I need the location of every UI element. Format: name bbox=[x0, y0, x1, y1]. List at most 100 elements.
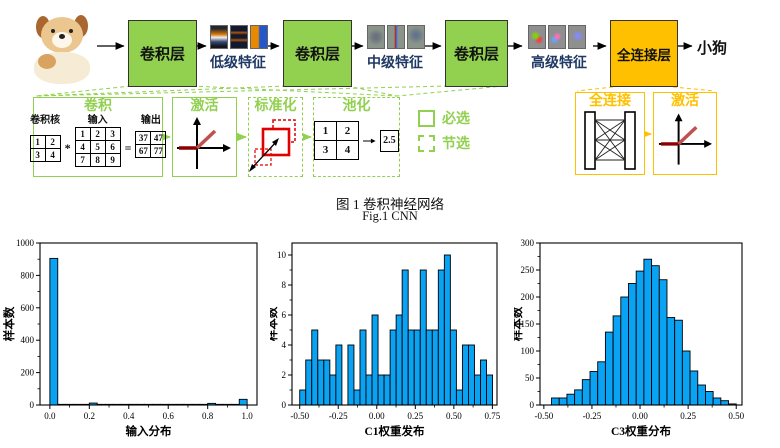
output-matrix: 37 47 67 77 bbox=[135, 131, 167, 158]
normalization-title: 标准化 bbox=[254, 99, 297, 114]
figure-caption-zh: 图 1 卷积神经网络 bbox=[336, 197, 444, 212]
matrix-cell: 1 bbox=[74, 127, 91, 141]
plot-frame bbox=[39, 242, 258, 406]
hist-bar bbox=[628, 283, 637, 406]
hist-bar bbox=[704, 391, 714, 406]
matrix-cell: 4 bbox=[44, 148, 61, 162]
hist-bar bbox=[305, 359, 313, 406]
hist-bar bbox=[401, 269, 409, 406]
fully-connected-icon bbox=[584, 111, 636, 170]
y-tick-label: 150 bbox=[521, 319, 535, 329]
hist-bar bbox=[658, 279, 668, 406]
matrix-cell: 1 bbox=[29, 135, 46, 149]
relu-plot-icon bbox=[177, 117, 231, 169]
activation-block-1: 激活 bbox=[172, 97, 237, 177]
conv-layer-3: 卷积层 bbox=[445, 20, 508, 87]
feature-tile bbox=[407, 25, 425, 49]
hist-bar bbox=[666, 317, 676, 406]
multiply-operator: * bbox=[64, 140, 71, 155]
input-label: 输入 bbox=[87, 115, 108, 126]
activation-1-title: 激活 bbox=[190, 99, 219, 114]
matrix-cell: 67 bbox=[135, 144, 152, 158]
hist-bar bbox=[566, 393, 576, 406]
x-tick-label: -0.25 bbox=[329, 411, 348, 421]
x-tick-label: -0.50 bbox=[534, 411, 553, 421]
matrix-cell: 9 bbox=[104, 153, 121, 167]
fc-layer: 全连接层 bbox=[610, 20, 678, 87]
x-axis-label: 输入分布 bbox=[126, 424, 172, 438]
puppy-eye-left bbox=[51, 29, 55, 33]
hist-bar bbox=[681, 350, 691, 406]
y-tick-label: 0 bbox=[282, 400, 287, 410]
x-tick-label: 0.50 bbox=[728, 411, 744, 421]
x-tick-label: 0.00 bbox=[632, 411, 648, 421]
hist-bar bbox=[347, 344, 355, 406]
hist-bar bbox=[674, 319, 683, 406]
hist-bar bbox=[720, 400, 729, 406]
hist-bar bbox=[238, 398, 248, 406]
y-tick-label: 0 bbox=[530, 400, 535, 410]
matrix-cell: 2 bbox=[336, 121, 359, 141]
legend-required: 必选 bbox=[418, 108, 470, 128]
hist-bar bbox=[574, 389, 583, 406]
puppy-muzzle bbox=[52, 32, 72, 48]
kernel-label: 卷积核 bbox=[30, 115, 61, 126]
matrix-cell: 1 bbox=[314, 121, 337, 141]
matrix-cell: 47 bbox=[150, 131, 167, 145]
hist-bar bbox=[551, 397, 560, 406]
y-tick-label: 600 bbox=[21, 303, 35, 313]
matrix-cell: 2 bbox=[89, 127, 106, 141]
histogram-c1-weights: -0.50 -0.25 0.00 0.25 0.50 0.75 0 2 4 6 8 10 C1权重发布 样… bbox=[270, 242, 501, 438]
y-tick-label: 1000 bbox=[16, 238, 35, 248]
matrix-cell: 3 bbox=[29, 148, 46, 162]
normalization-block: 标准化 bbox=[248, 97, 303, 177]
hist-bar bbox=[371, 314, 379, 406]
feature-strip-high bbox=[528, 25, 586, 49]
output-class-label: 小狗 bbox=[697, 41, 728, 57]
hist-bar bbox=[317, 359, 325, 406]
hist-bar bbox=[431, 329, 439, 406]
y-tick-label: 800 bbox=[21, 270, 35, 280]
plot-frame bbox=[291, 242, 498, 406]
hist-bar bbox=[299, 389, 307, 406]
hist-bar bbox=[443, 254, 451, 406]
hist-bar bbox=[419, 269, 427, 406]
x-tick-label: 1.0 bbox=[242, 411, 254, 421]
matrix-cell: 6 bbox=[104, 140, 121, 154]
x-tick-label: -0.50 bbox=[290, 411, 309, 421]
conv-layer-2-label: 卷积层 bbox=[294, 47, 340, 63]
y-tick-label: 6 bbox=[282, 310, 287, 320]
hist-bar bbox=[377, 374, 385, 406]
feature-tile bbox=[210, 25, 228, 49]
hist-bar bbox=[480, 359, 487, 406]
puppy-patch bbox=[38, 54, 56, 69]
conv-layer-2: 卷积层 bbox=[283, 20, 352, 87]
hist-bar bbox=[407, 329, 415, 406]
y-tick-label: 10 bbox=[277, 250, 287, 260]
orange-dashed-connectors bbox=[576, 86, 716, 92]
y-tick-label: 400 bbox=[21, 335, 35, 345]
x-tick-label: 0.2 bbox=[84, 411, 95, 421]
hist-bar bbox=[461, 344, 469, 406]
x-tick-label: 0.6 bbox=[163, 411, 175, 421]
histogram-input-distribution: 0.0 0.2 0.4 0.6 0.8 1.0 0 200 400 600 800 1000 输入分布 样… bbox=[2, 238, 258, 438]
activation-block-2: 激活 bbox=[653, 92, 717, 175]
equals-operator: = bbox=[124, 140, 132, 155]
y-tick-label: 0 bbox=[30, 400, 35, 410]
histogram-c3-weights: -0.50 -0.25 0.00 0.25 0.50 0 50 100 150 200 250 300… bbox=[514, 238, 745, 438]
hist-bar bbox=[455, 389, 463, 406]
feature-label-mid: 中级特征 bbox=[367, 56, 423, 71]
matrix-cell: 3 bbox=[104, 127, 121, 141]
x-tick-label: 0.25 bbox=[407, 411, 423, 421]
hist-bar bbox=[697, 384, 706, 406]
pooling-result: 2.5 bbox=[379, 129, 399, 152]
hist-bar bbox=[425, 329, 433, 406]
x-tick-label: 0.4 bbox=[123, 411, 135, 421]
x-tick-label: 0.75 bbox=[485, 411, 501, 421]
y-axis-label: 样本数 bbox=[270, 306, 279, 341]
